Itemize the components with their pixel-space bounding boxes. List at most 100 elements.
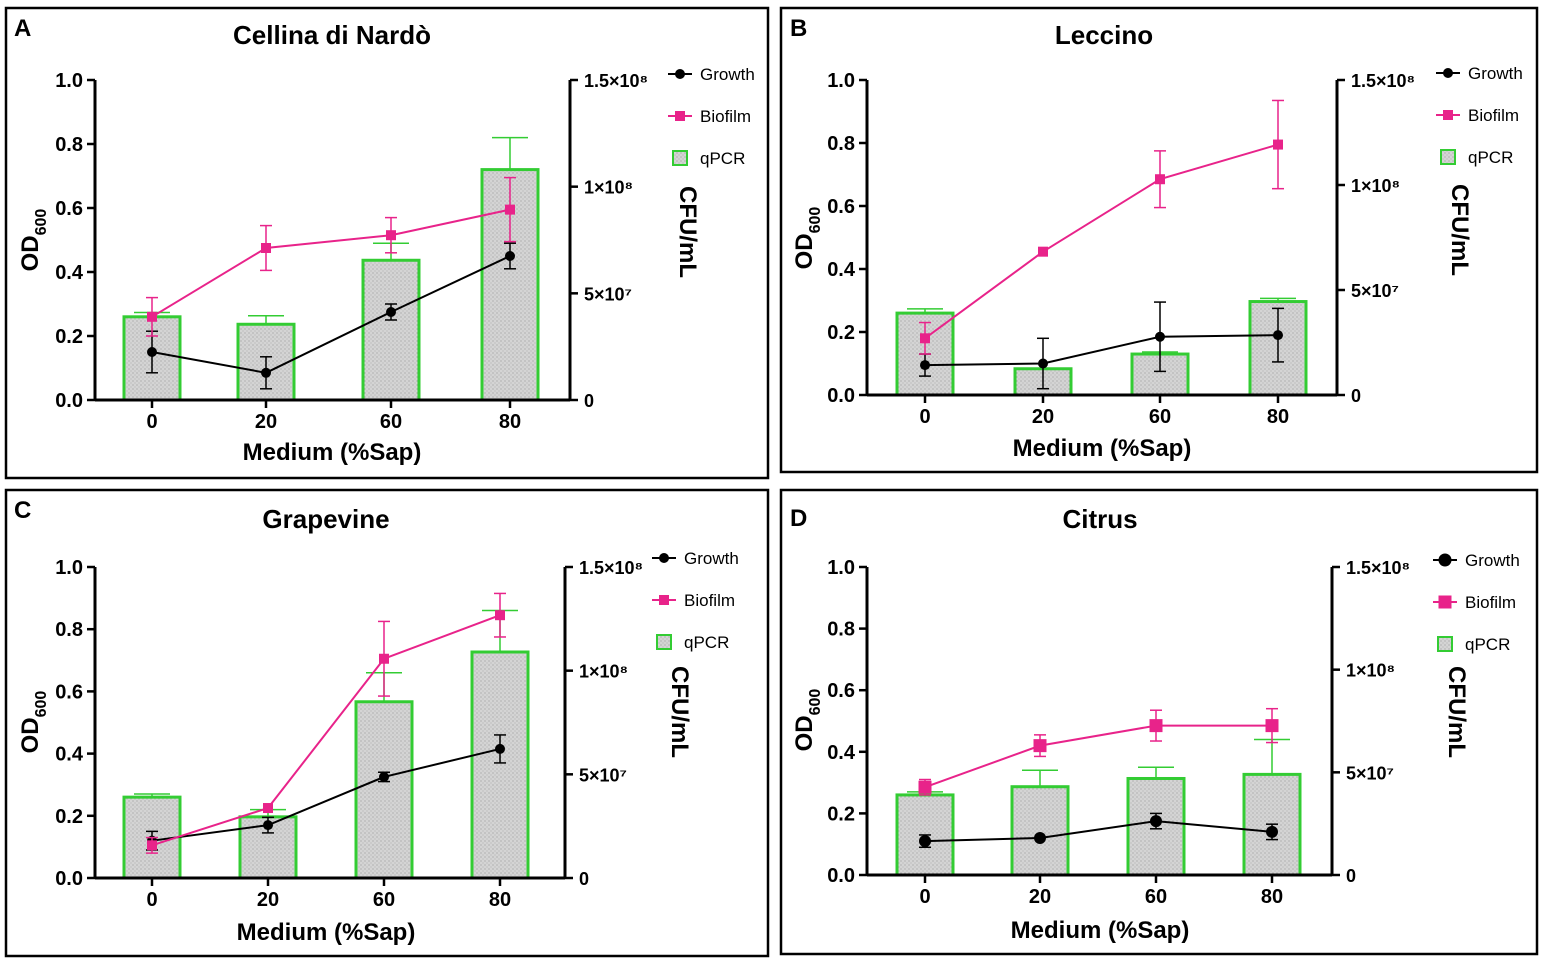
y-tick-label: 1.0 <box>827 557 855 579</box>
biofilm-line <box>151 208 511 318</box>
y-tick-label: 0.8 <box>827 133 855 155</box>
y-tick-label: 0.0 <box>827 385 855 407</box>
x-tick-label: 20 <box>1032 406 1054 428</box>
x-axis-title: Medium (%Sap) <box>243 439 422 466</box>
biofilm-point <box>263 803 273 814</box>
y2-tick-label: 1.5×10⁸ <box>579 558 643 578</box>
y2-tick-label: 1×10⁸ <box>584 178 633 198</box>
x-axis-title: Medium (%Sap) <box>1011 917 1190 944</box>
y-tick-label: 0.8 <box>55 619 83 641</box>
y-tick-label: 0.6 <box>55 198 83 220</box>
y2-tick-label: 5×10⁷ <box>579 765 627 785</box>
legend-item-qpcr: qPCR <box>1440 148 1513 167</box>
legend-biofilm-marker <box>1443 110 1453 120</box>
y-axis-title-sub: 600 <box>33 209 50 236</box>
growth-point <box>261 367 271 378</box>
biofilm-line <box>924 143 1279 340</box>
y-axis-title-sub: 600 <box>33 691 50 718</box>
panel-letter: C <box>14 497 31 524</box>
y-tick-label: 0.8 <box>55 134 83 156</box>
y-tick-label: 0.6 <box>827 196 855 218</box>
growth-point <box>919 835 931 848</box>
growth-point <box>263 820 273 831</box>
legend-growth-marker <box>659 553 669 563</box>
y-axis-title: OD600 <box>17 691 50 754</box>
biofilm-point <box>147 840 157 851</box>
qpcr-bar <box>1010 785 1070 877</box>
y2-tick-label: 1×10⁸ <box>1351 176 1400 196</box>
legend-label: Biofilm <box>700 107 751 126</box>
panel-frame <box>4 6 770 480</box>
legend-biofilm-marker <box>1438 595 1452 609</box>
biofilm-point <box>505 204 515 215</box>
legend-label: Biofilm <box>1468 106 1519 125</box>
y2-tick-label: 1×10⁸ <box>579 662 628 682</box>
panel-letter: B <box>790 15 807 42</box>
legend-growth-marker <box>1438 553 1452 567</box>
y-tick-label: 1.0 <box>55 557 83 579</box>
y-tick-label: 0.4 <box>827 742 856 764</box>
y-tick-label: 0.6 <box>55 681 83 703</box>
y-axis-title-main: OD <box>791 233 818 269</box>
legend-label: Biofilm <box>684 591 735 610</box>
legend-qpcr-swatch <box>656 634 672 650</box>
biofilm-point <box>261 243 271 253</box>
qpcr-bar <box>354 700 414 880</box>
legend-growth-marker <box>675 69 685 79</box>
biofilm-point <box>1038 246 1048 257</box>
growth-point <box>1266 825 1278 838</box>
growth-point <box>1273 330 1283 341</box>
y2-axis-title: CFU/mL <box>666 666 693 758</box>
y-axis-title: OD600 <box>791 689 824 752</box>
biofilm-point <box>1033 739 1047 753</box>
legend-label: qPCR <box>700 149 745 168</box>
growth-line <box>151 747 501 842</box>
biofilm-point <box>147 311 157 322</box>
growth-point <box>147 347 157 357</box>
x-axis-title: Medium (%Sap) <box>1013 435 1192 462</box>
y-axis-title-main: OD <box>791 715 818 751</box>
legend-qpcr-swatch <box>1440 149 1456 165</box>
legend-item-growth: Growth <box>1433 551 1520 570</box>
growth-line <box>151 255 511 374</box>
growth-point <box>1150 815 1162 828</box>
biofilm-point <box>1265 719 1279 733</box>
y-tick-label: 0.2 <box>827 803 855 825</box>
legend-label: Growth <box>700 65 755 84</box>
x-tick-label: 60 <box>373 889 395 911</box>
growth-point <box>386 307 396 317</box>
growth-point <box>505 251 515 261</box>
biofilm-line <box>924 724 1272 789</box>
y-tick-label: 0.2 <box>55 326 83 348</box>
legend-item-growth: Growth <box>668 65 755 84</box>
panel-c: C Grapevine 0.0 0.2 0.4 0.6 0.8 1.0 0 5×10⁷ 1×10⁸ 1… <box>4 488 770 958</box>
y2-tick-label: 5×10⁷ <box>584 284 632 304</box>
biofilm-point <box>918 780 932 794</box>
x-tick-label: 0 <box>919 406 930 428</box>
y-tick-label: 0.4 <box>55 744 84 766</box>
panel-title: Grapevine <box>262 504 389 534</box>
x-tick-label: 60 <box>1145 886 1167 908</box>
y2-tick-label: 0 <box>1351 386 1361 406</box>
legend-label: qPCR <box>1468 148 1513 167</box>
biofilm-point <box>920 333 930 344</box>
x-tick-label: 20 <box>257 889 279 911</box>
growth-point <box>1034 832 1046 845</box>
legend-item-qpcr: qPCR <box>656 633 729 652</box>
legend-item-biofilm: Biofilm <box>1436 106 1519 125</box>
qpcr-bar <box>470 650 530 880</box>
legend-item-growth: Growth <box>1436 64 1523 83</box>
x-tick-label: 20 <box>255 411 277 433</box>
x-tick-label: 20 <box>1029 886 1051 908</box>
biofilm-point <box>495 610 505 621</box>
y-tick-label: 0.4 <box>55 262 84 284</box>
x-axis-title: Medium (%Sap) <box>237 919 416 946</box>
biofilm-point <box>1155 174 1165 185</box>
y-tick-label: 1.0 <box>55 70 83 92</box>
panel-letter: A <box>14 15 31 42</box>
legend-label: Biofilm <box>1465 593 1516 612</box>
legend-qpcr-swatch <box>672 150 688 166</box>
panel-title: Citrus <box>1062 504 1137 534</box>
qpcr-bar <box>361 258 421 402</box>
